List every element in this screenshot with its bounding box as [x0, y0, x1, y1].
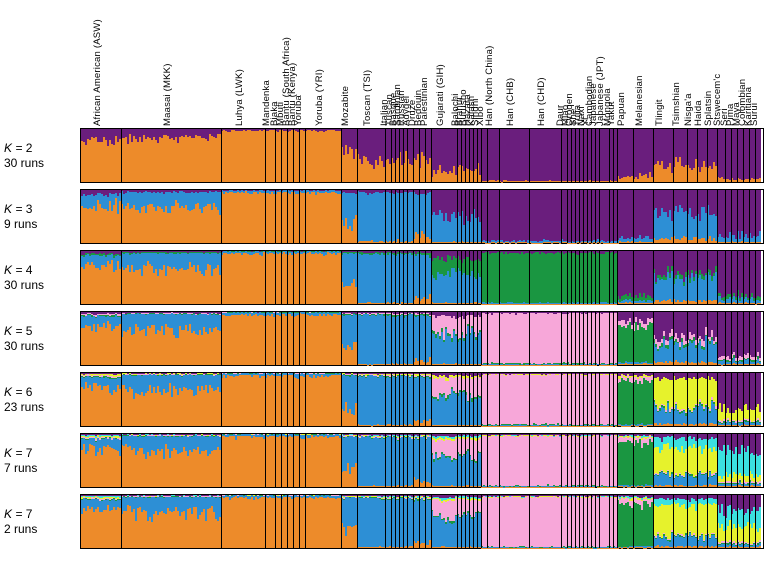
population-label: Surui [749, 103, 760, 126]
panel-label: K = 230 runs [4, 128, 80, 183]
panel-label: K = 623 runs [4, 372, 80, 427]
population-label: Melanesian [634, 75, 645, 126]
population-label: Yoruba (YRI) [314, 69, 325, 126]
population-label: Han (CHD) [536, 77, 547, 126]
population-label: Han (CHB) [505, 78, 516, 126]
panel-label: K = 39 runs [4, 189, 80, 244]
structure-panel [80, 189, 764, 244]
panel-label: K = 72 runs [4, 494, 80, 549]
structure-panel [80, 128, 764, 183]
population-label: Han (North China) [484, 46, 495, 127]
structure-panel [80, 311, 764, 366]
population-label: Luhya (LWK) [234, 69, 245, 126]
structure-panel [80, 250, 764, 305]
population-label: Gujarati (GIH) [435, 64, 446, 126]
structure-panel [80, 494, 764, 549]
panel-label: K = 530 runs [4, 311, 80, 366]
population-label: Tsimshian [671, 82, 682, 126]
population-label: Palestinian [419, 77, 430, 126]
structure-panel [80, 433, 764, 488]
population-label: Yoruba [293, 95, 304, 126]
panel-label: K = 430 runs [4, 250, 80, 305]
population-label: Papuan [616, 92, 627, 126]
population-label: African American (ASW) [92, 19, 103, 126]
panel-label: K = 77 runs [4, 433, 80, 488]
population-label: Maasai (MKK) [162, 63, 173, 126]
structure-panel [80, 372, 764, 427]
population-label: Toscan (TSI) [362, 70, 373, 126]
population-label: Mozabite [340, 86, 351, 126]
population-label: Tlingit [654, 99, 665, 126]
